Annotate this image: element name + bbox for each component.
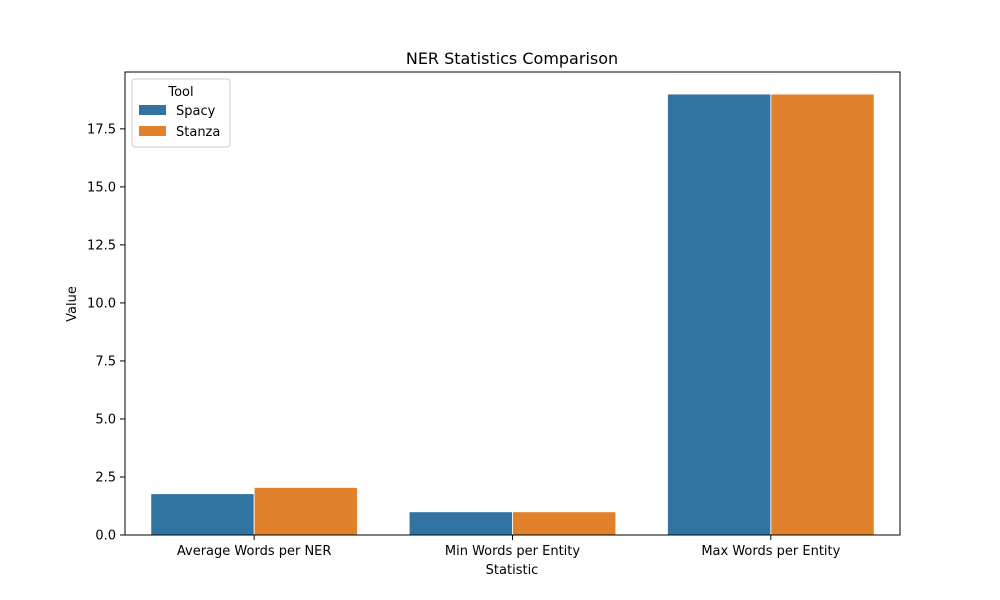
y-axis: 0.0 2.5 5.0 7.5 10.0 12.5 15.0 17.5: [87, 122, 125, 544]
x-tick-label: Min Words per Entity: [445, 544, 581, 559]
legend: Tool Spacy Stanza: [131, 78, 231, 148]
bar-stanza-0: [253, 487, 358, 536]
y-tick-label: 7.5: [95, 354, 116, 369]
legend-label-stanza: Stanza: [176, 125, 220, 140]
x-tick-label: Max Words per Entity: [701, 544, 840, 559]
y-axis-label: Value: [65, 286, 80, 322]
chart-title: NER Statistics Comparison: [406, 49, 618, 68]
legend-swatch-stanza: [139, 126, 166, 136]
y-tick-label: 12.5: [87, 238, 116, 253]
bar-stanza-2: [770, 93, 875, 536]
y-tick-label: 10.0: [87, 296, 116, 311]
y-tick-label: 15.0: [87, 180, 116, 195]
y-tick-label: 17.5: [87, 122, 116, 137]
legend-items: Spacy Stanza: [139, 104, 220, 140]
legend-title: Tool: [167, 85, 193, 100]
x-axis-label: Statistic: [486, 563, 539, 578]
bar-spacy-1: [408, 511, 513, 536]
legend-label-spacy: Spacy: [176, 104, 216, 119]
legend-swatch-spacy: [139, 105, 166, 115]
bar-stanza-1: [512, 511, 617, 536]
bar-spacy-2: [667, 93, 772, 536]
y-tick-label: 0.0: [95, 529, 116, 544]
x-tick-label: Average Words per NER: [177, 544, 332, 559]
bar-spacy-0: [150, 493, 255, 536]
x-axis: Average Words per NER Min Words per Entit…: [177, 535, 841, 559]
y-tick-label: 5.0: [95, 412, 116, 427]
y-tick-label: 2.5: [95, 470, 116, 485]
bars-layer: [150, 93, 875, 536]
